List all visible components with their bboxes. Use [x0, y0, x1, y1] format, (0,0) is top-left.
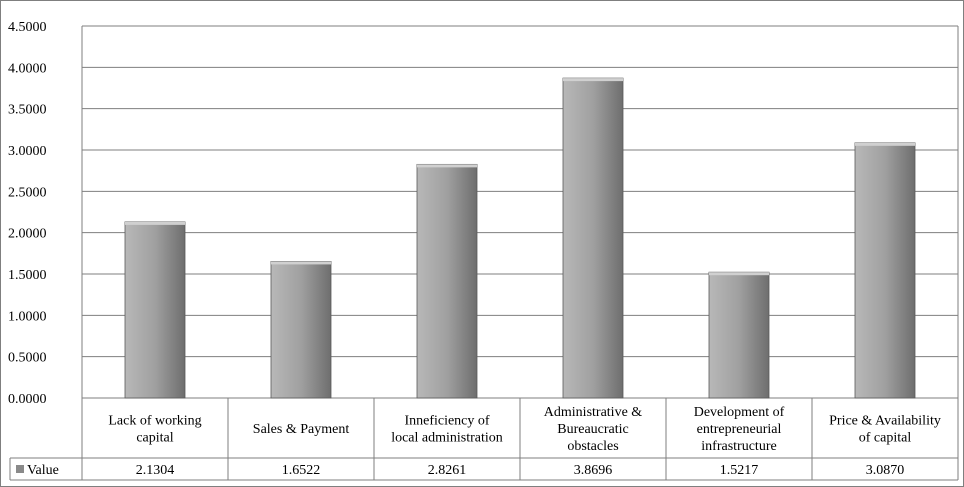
y-tick-label: 2.0000 — [8, 227, 47, 242]
bar-top-highlight — [855, 142, 915, 146]
category-label: capital — [136, 431, 173, 446]
bar — [854, 142, 916, 399]
value-label: 3.8696 — [574, 463, 613, 478]
category-label: Administrative & — [544, 405, 642, 420]
bar-top-highlight — [125, 221, 185, 225]
bar-top-highlight — [271, 261, 331, 265]
bars — [124, 77, 916, 399]
y-tick-label: 3.5000 — [8, 103, 47, 118]
value-label: 2.1304 — [136, 463, 175, 478]
series-name: Value — [27, 463, 59, 478]
y-tick-label: 0.5000 — [8, 351, 47, 366]
legend-key — [16, 465, 24, 473]
y-tick-label: 1.0000 — [8, 309, 47, 324]
y-tick-label: 0.0000 — [8, 392, 47, 407]
bar — [562, 77, 624, 399]
category-label: Sales & Payment — [253, 422, 350, 437]
category-label: Inneficiency of — [404, 414, 489, 429]
value-label: 1.5217 — [720, 463, 759, 478]
category-label: Development of — [694, 405, 785, 420]
bar — [124, 221, 186, 399]
y-tick-label: 2.5000 — [8, 185, 47, 200]
y-axis: 0.0000 0.5000 1.0000 1.5000 2.0000 2.5000 3.00… — [8, 20, 47, 407]
category-label: entrepreneurial — [697, 422, 782, 437]
category-label: obstacles — [567, 439, 618, 454]
bar-top-highlight — [709, 272, 769, 276]
y-tick-label: 4.5000 — [8, 20, 47, 35]
bar — [416, 163, 478, 399]
category-label: local administration — [391, 431, 503, 446]
category-label: Bureaucratic — [557, 422, 629, 437]
value-label: 2.8261 — [428, 463, 467, 478]
data-table: Lack of working capital Sales & Payment Inn… — [9, 398, 958, 481]
bar-top-highlight — [417, 164, 477, 168]
value-label: 3.0870 — [866, 463, 905, 478]
category-label: of capital — [859, 431, 912, 446]
bar — [708, 271, 770, 399]
y-tick-label: 3.0000 — [8, 144, 47, 159]
category-label: infrastructure — [701, 439, 776, 454]
value-label: 1.6522 — [282, 463, 321, 478]
y-tick-label: 1.5000 — [8, 268, 47, 283]
bar — [270, 261, 332, 399]
bar-top-highlight — [563, 78, 623, 82]
category-label: Lack of working — [108, 414, 201, 429]
y-tick-label: 4.0000 — [8, 61, 47, 76]
category-label: Price & Availability — [829, 414, 941, 429]
